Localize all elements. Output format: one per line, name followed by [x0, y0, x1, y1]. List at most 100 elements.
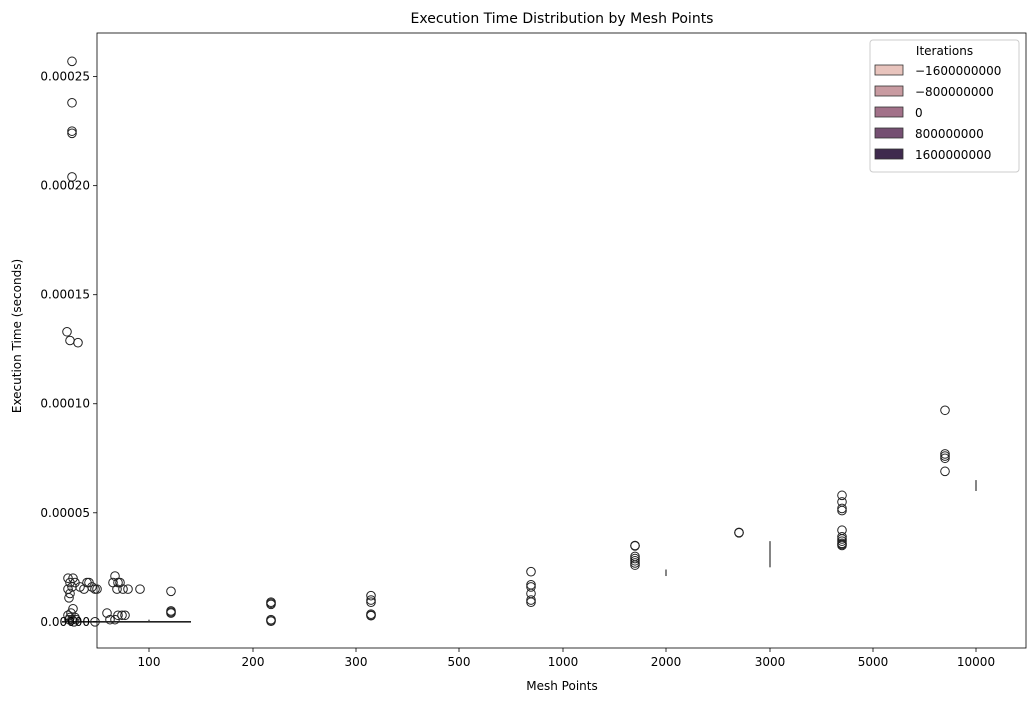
x-tick-label: 200: [242, 655, 265, 669]
legend-title: Iterations: [916, 44, 973, 58]
x-tick-label: 1000: [548, 655, 579, 669]
outlier-point: [940, 451, 950, 461]
outlier-point: [366, 597, 376, 608]
outlier-point: [266, 599, 276, 610]
chart-title: Execution Time Distribution by Mesh Poin…: [411, 11, 714, 27]
outlier-point: [67, 128, 77, 139]
y-tick-label: 0.00005: [40, 506, 90, 520]
outlier-point: [68, 573, 78, 584]
outlier-point: [366, 595, 376, 605]
outlier-point: [526, 566, 536, 577]
outlier-point: [67, 172, 77, 182]
x-tick-label: 2000: [651, 655, 682, 669]
legend-swatch: [874, 148, 904, 160]
legend-frame: [869, 39, 1020, 173]
outlier-point: [526, 579, 536, 590]
outlier-point: [940, 449, 950, 459]
legend-swatch: [874, 106, 904, 118]
outlier-point: [734, 528, 744, 538]
outlier-point: [69, 617, 79, 627]
outlier-point: [64, 614, 74, 625]
outlier-point: [90, 617, 100, 627]
y-tick-label: 0.00025: [40, 70, 90, 84]
outlier-point: [112, 584, 122, 594]
legend: Iterations −1600000000 −800000000 0 80000000…: [869, 39, 1020, 173]
y-axis-label: Execution Time (seconds): [10, 259, 24, 413]
outlier-point: [837, 534, 847, 544]
outlier-point: [65, 335, 75, 346]
outlier-point: [64, 593, 74, 603]
outlier-point: [118, 584, 128, 594]
outlier-point: [526, 595, 536, 605]
outlier-point: [113, 610, 123, 621]
legend-entry-label: 1600000000: [915, 148, 991, 162]
outlier-point: [67, 614, 77, 625]
legend-swatch: [874, 64, 904, 76]
outlier-point: [67, 126, 77, 136]
outlier-point: [837, 505, 847, 516]
outlier-point: [87, 582, 97, 592]
outlier-point: [940, 453, 950, 464]
x-tick-label: 10000: [957, 655, 995, 669]
outlier-point: [92, 584, 102, 594]
outlier-point: [630, 553, 640, 564]
y-axis-ticks: 0.00000 0.00005 0.00010 0.00015 0.00020 0.000…: [40, 70, 97, 629]
outlier-point: [630, 560, 640, 570]
outlier-point: [90, 584, 100, 594]
outlier-point: [63, 573, 73, 584]
x-tick-label: 3000: [755, 655, 786, 669]
legend-swatch: [874, 85, 904, 97]
outlier-point: [266, 616, 276, 626]
outlier-point: [68, 603, 78, 614]
legend-entry-label: 800000000: [915, 127, 984, 141]
outlier-point: [940, 405, 950, 416]
legend-entry-label: 0: [915, 106, 923, 120]
outlier-point: [115, 577, 125, 588]
legend-entry-label: −1600000000: [915, 64, 1001, 78]
x-tick-label: 300: [345, 655, 368, 669]
outlier-point: [630, 558, 640, 568]
outlier-point: [65, 588, 75, 599]
y-tick-label: 0.00015: [40, 288, 90, 302]
plot-frame: [96, 32, 1027, 649]
outlier-point: [123, 584, 133, 594]
outlier-point: [102, 608, 112, 618]
outlier-point: [67, 97, 77, 108]
x-axis-ticks: 100 200 300 500 1000 2000 3000 5000 10000: [138, 648, 995, 669]
y-tick-label: 0.00010: [40, 397, 90, 411]
x-tick-label: 100: [138, 655, 161, 669]
outlier-point: [71, 614, 81, 625]
outlier-point: [135, 584, 145, 594]
outlier-point: [366, 610, 376, 621]
plot-area: [62, 32, 1027, 649]
outlier-point: [62, 326, 72, 337]
outlier-point: [117, 610, 127, 621]
outlier-point: [526, 582, 536, 592]
outlier-point: [837, 503, 847, 514]
legend-entry-label: −800000000: [915, 85, 994, 99]
x-tick-label: 5000: [858, 655, 889, 669]
outlier-point: [70, 612, 80, 623]
outlier-point: [166, 586, 176, 597]
outlier-point: [166, 608, 176, 618]
outlier-point: [105, 614, 115, 625]
outlier-point: [366, 590, 376, 601]
x-tick-label: 500: [448, 655, 471, 669]
legend-swatch: [874, 127, 904, 139]
outlier-point: [120, 610, 130, 621]
y-tick-label: 0.00000: [40, 615, 90, 629]
y-tick-label: 0.00020: [40, 179, 90, 193]
outlier-point: [630, 555, 640, 566]
outlier-point: [67, 56, 77, 67]
outlier-point: [837, 536, 847, 546]
outlier-point: [526, 597, 536, 608]
outlier-point: [630, 541, 640, 551]
outlier-point: [940, 466, 950, 477]
outlier-point: [837, 540, 847, 551]
outlier-point: [837, 490, 847, 501]
outlier-point: [110, 571, 120, 581]
x-axis-label: Mesh Points: [526, 679, 597, 693]
outlier-point: [73, 337, 83, 348]
